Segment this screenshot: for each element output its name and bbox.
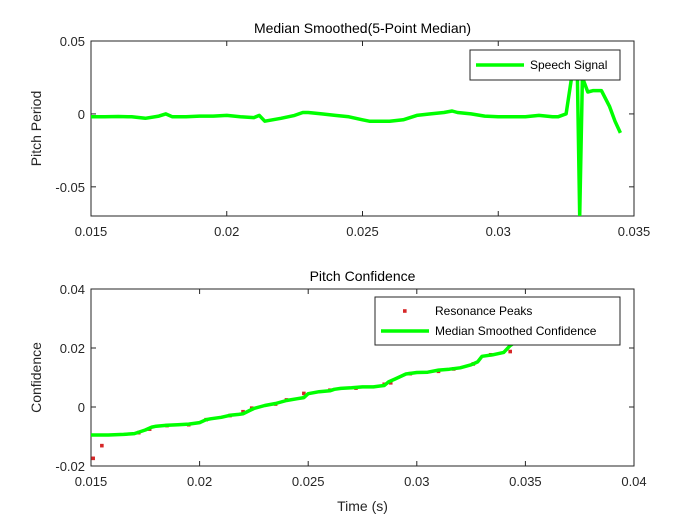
chart-title: Pitch Confidence: [310, 268, 416, 284]
data-point: [91, 456, 95, 461]
series-group: [91, 339, 521, 461]
legend-label: Speech Signal: [530, 58, 607, 72]
y-tick-label: 0.02: [60, 341, 85, 356]
data-point: [302, 391, 306, 396]
x-tick-label: 0.02: [187, 474, 212, 489]
x-tick-label: 0.04: [621, 474, 646, 489]
chart-title: Median Smoothed(5-Point Median): [254, 20, 471, 36]
plot-area: [90, 288, 635, 467]
panel-pitch-period: 0.015 0.02 0.025 0.03 0.035 0.05 0 -0.05 Median …: [28, 20, 650, 239]
data-point: [241, 409, 245, 414]
y-tick-label: 0.05: [60, 34, 85, 49]
y-axis-label: Pitch Period: [28, 91, 44, 166]
x-tick-label: 0.03: [486, 224, 511, 239]
x-tick-label: 0.025: [346, 224, 379, 239]
legend: Resonance Peaks Median Smoothed Confidenc…: [374, 296, 621, 346]
y-tick-label: 0.04: [60, 282, 85, 297]
x-tick-label: 0.015: [75, 224, 108, 239]
y-tick-label: -0.05: [55, 180, 85, 195]
x-tick-label: 0.03: [404, 474, 429, 489]
x-tick-label: 0.035: [509, 474, 542, 489]
y-tick-label: 0: [78, 400, 85, 415]
legend-label: Median Smoothed Confidence: [435, 324, 597, 338]
x-axis-label: Time (s): [337, 498, 388, 514]
x-tick-label: 0.025: [292, 474, 325, 489]
legend-box: [374, 296, 621, 346]
y-tick-label: -0.02: [55, 459, 85, 474]
y-axis-label: Confidence: [28, 342, 44, 413]
data-point: [100, 443, 104, 448]
legend-swatch-marker: [403, 309, 407, 313]
legend-label: Resonance Peaks: [435, 304, 532, 318]
data-point: [508, 349, 512, 354]
y-tick-label: 0: [78, 107, 85, 122]
panel-pitch-confidence: 0.015 0.02 0.025 0.03 0.035 0.04 0.04 0.02 0 -0.0…: [28, 268, 647, 514]
x-tick-label: 0.035: [618, 224, 651, 239]
x-tick-label: 0.015: [75, 474, 108, 489]
x-tick-label: 0.02: [214, 224, 239, 239]
legend: Speech Signal: [469, 49, 621, 81]
series-line: [91, 341, 516, 437]
